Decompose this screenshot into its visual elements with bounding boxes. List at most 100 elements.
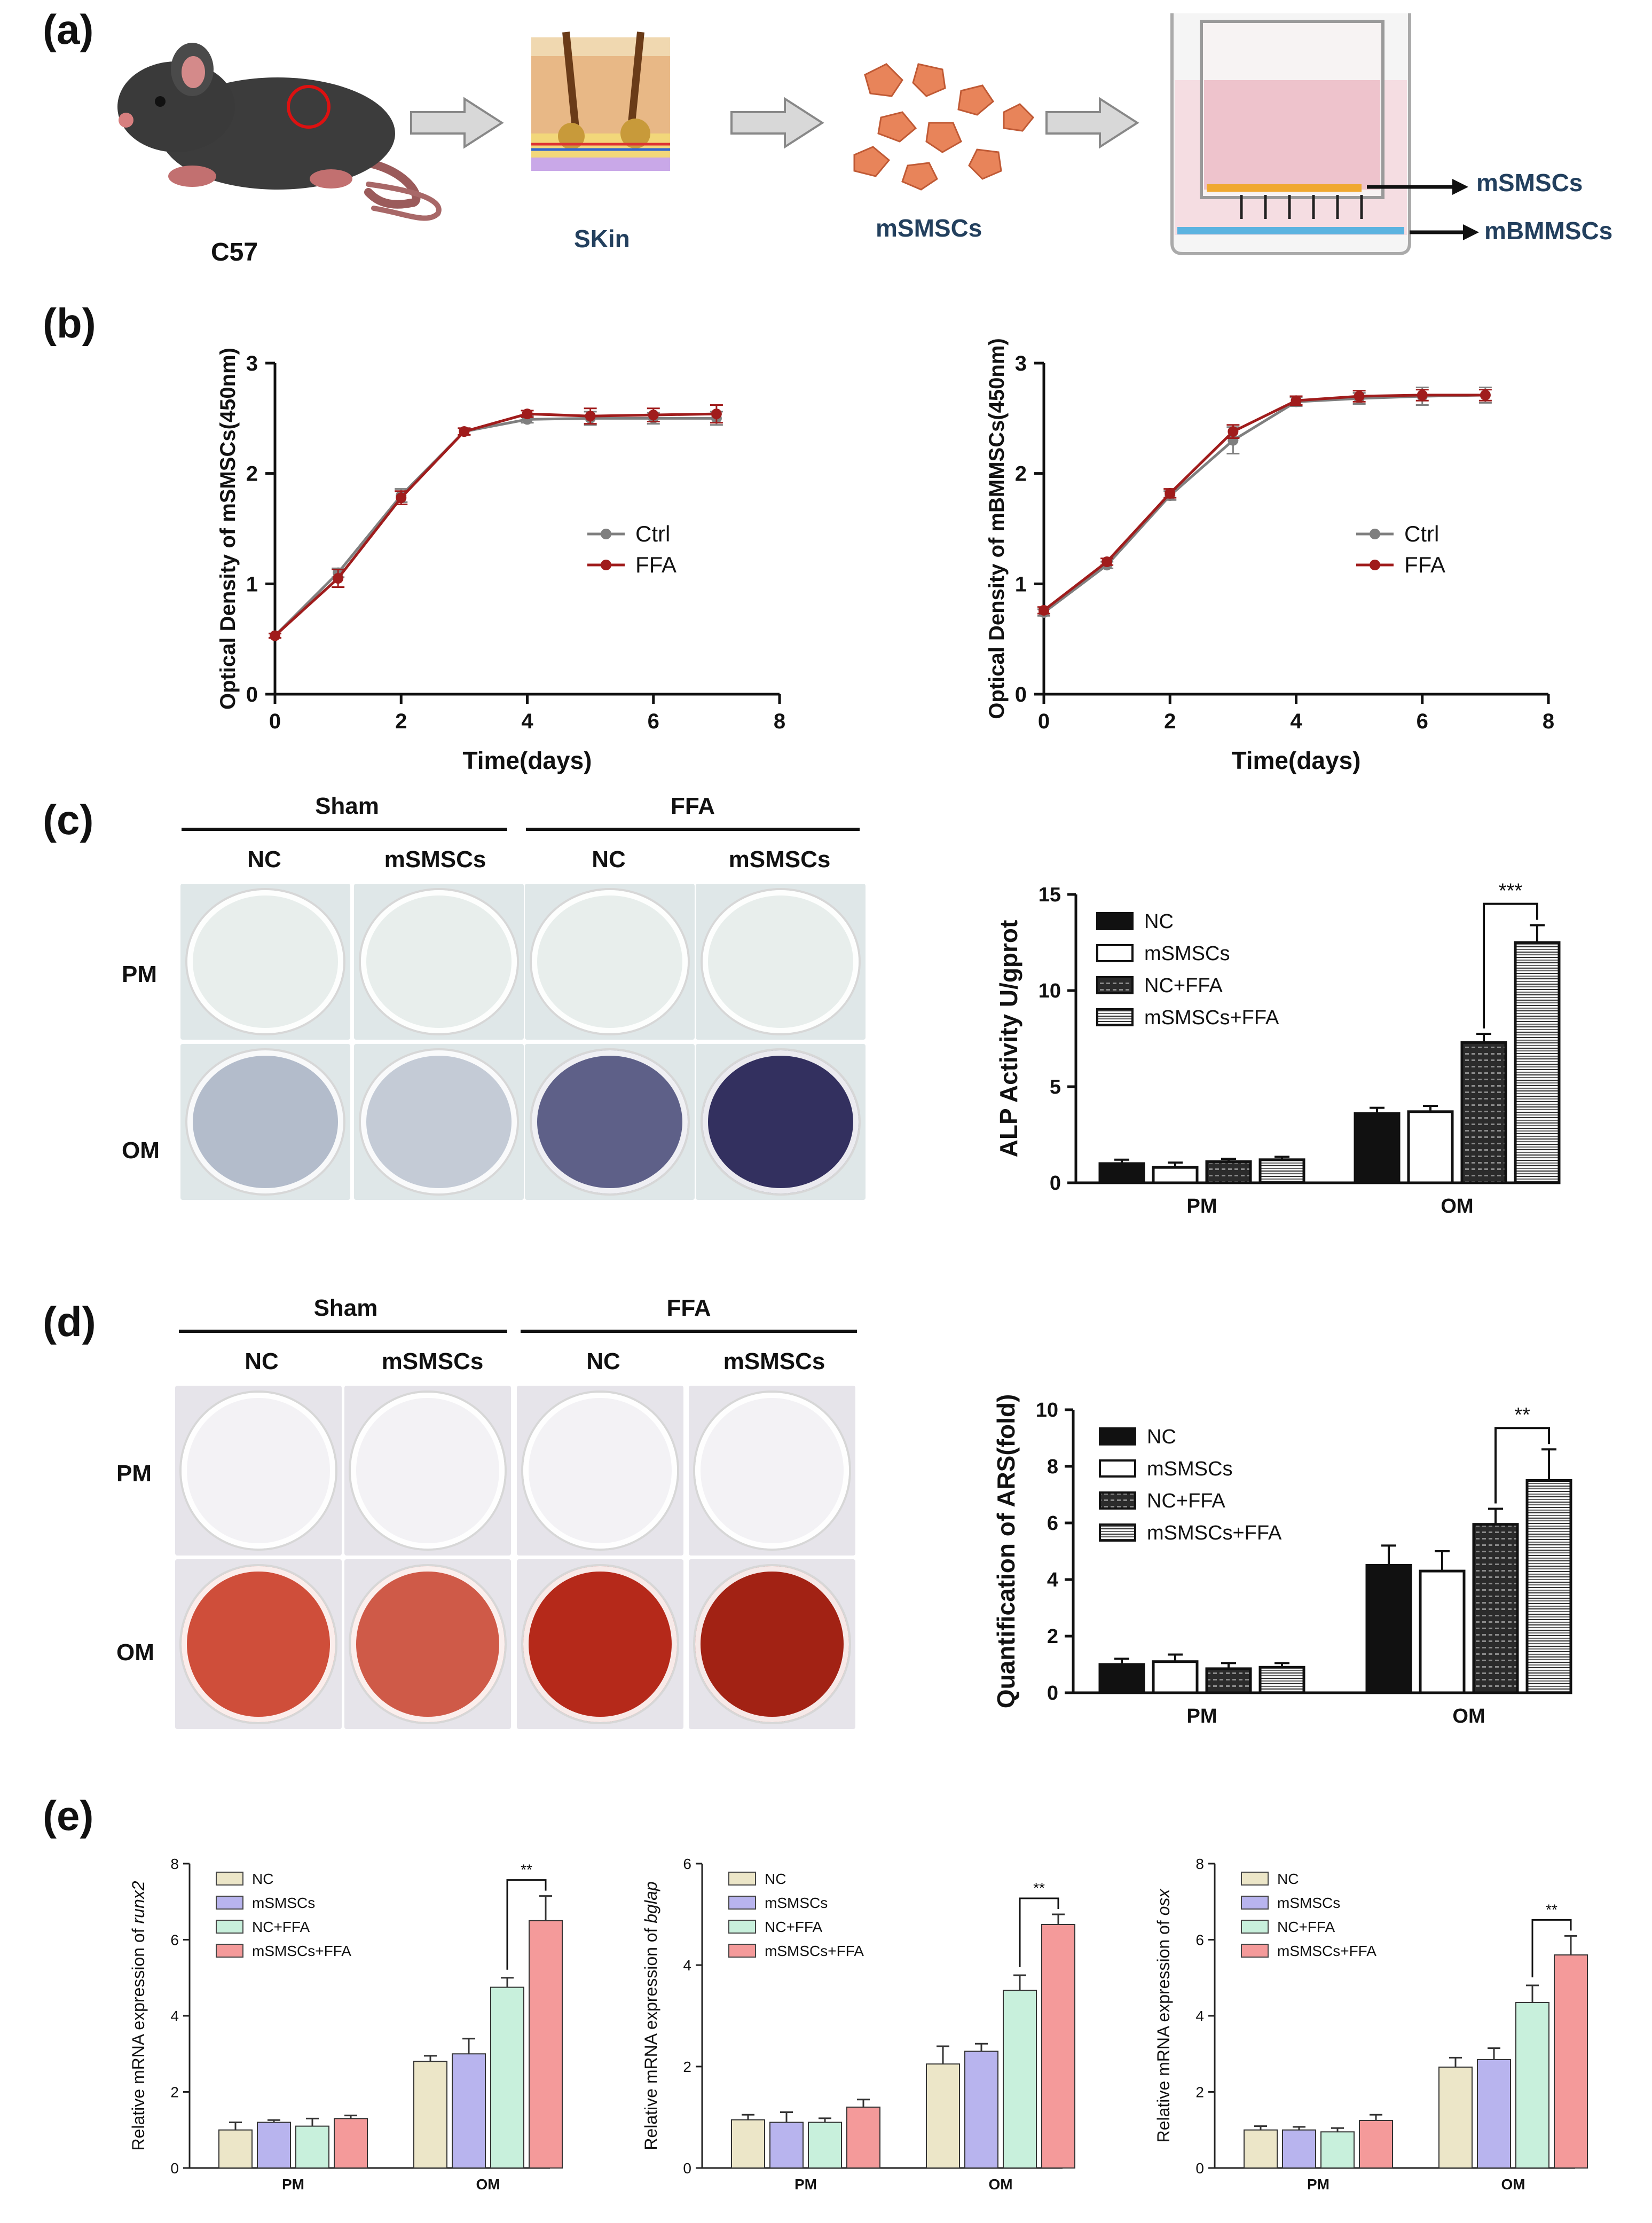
bar-nc-om [1354, 1112, 1401, 1184]
alp-row-pm: PM [122, 961, 157, 987]
stain-well-om-1 [180, 1044, 350, 1200]
y-tick-label: 0 [1050, 1172, 1061, 1195]
series-line-ctrl [274, 417, 717, 637]
y-axis-label: Optical Density of mBMMSCs(450nm) [985, 338, 1009, 719]
bar-nc-ffa-om [1515, 2002, 1549, 2169]
bar-nc-pm [1098, 1162, 1145, 1184]
legend-swatch [728, 1896, 756, 1910]
category-label-om: OM [1452, 1705, 1485, 1727]
ars-group-sham: Sham [313, 1295, 378, 1321]
ars-ffa-divider [521, 1330, 857, 1333]
alp-ffa-divider [526, 828, 860, 831]
x-tick-label: 4 [521, 710, 533, 733]
ars-col-nc-sham: NC [245, 1348, 279, 1374]
stain-well-pm-4 [689, 1386, 855, 1556]
category-label-om: OM [988, 2176, 1012, 2193]
significance-label: *** [1499, 880, 1523, 902]
y-tick-label: 3 [246, 352, 258, 375]
stain-well-pm-2 [354, 884, 524, 1040]
panel-label-e: (e) [43, 1792, 94, 1839]
stain-well-om-2 [354, 1044, 524, 1200]
data-point-ffa [1291, 395, 1302, 406]
legend-swatch [1096, 976, 1134, 994]
series-line-ctrl [1043, 394, 1485, 614]
stain-well-pm-1 [175, 1386, 342, 1556]
category-label-pm: PM [282, 2176, 304, 2193]
y-tick-label: 3 [1015, 352, 1027, 375]
stain-well-pm-4 [696, 884, 866, 1040]
bar-msmscs-ffa-om [1514, 941, 1561, 1184]
bar-nc-ffa-pm [1205, 1667, 1252, 1694]
legend-swatch [728, 1944, 756, 1958]
bar-msmscs-om [964, 2051, 998, 2169]
y-tick-label: 6 [1047, 1512, 1058, 1535]
bar-nc-pm [218, 2129, 253, 2169]
legend-label: FFA [635, 552, 676, 577]
bar-msmscs-pm [1152, 1660, 1199, 1694]
y-tick-label: 0 [170, 2160, 179, 2177]
legend-label: mSMSCs+FFA [1144, 1007, 1279, 1029]
legend-swatch [1096, 1008, 1134, 1026]
stain-well-om-3 [517, 1559, 683, 1729]
y-tick-label: 0 [683, 2160, 691, 2177]
legend-label: mSMSCs [1147, 1458, 1232, 1480]
legend-label: mSMSCs [1277, 1895, 1340, 1911]
x-tick-label: 2 [395, 710, 407, 733]
alp-col-nc-sham: NC [247, 846, 281, 873]
bar-msmscs-pm [769, 2122, 804, 2169]
culture-dish [187, 1050, 344, 1194]
y-tick-label: 0 [1015, 683, 1027, 706]
bar-nc-om [413, 2061, 447, 2169]
legend-swatch [728, 1872, 756, 1886]
data-point-ffa [270, 630, 280, 641]
legend-swatch [216, 1872, 243, 1886]
legend-label: mSMSCs [252, 1895, 315, 1911]
culture-dish [182, 1566, 335, 1723]
data-point-ffa [1228, 426, 1239, 437]
y-tick-label: 6 [1195, 1932, 1204, 1949]
panel-label-d: (d) [43, 1298, 96, 1345]
legend-label: NC+FFA [1147, 1490, 1225, 1512]
skin-label: SKin [574, 225, 630, 253]
bar-msmscs-ffa-pm [1359, 2119, 1393, 2169]
legend-label: NC+FFA [252, 1919, 310, 1935]
y-tick-label: 1 [1015, 572, 1027, 596]
legend-label: FFA [1404, 552, 1445, 577]
x-axis-label: Time(days) [462, 747, 592, 774]
culture-dish [695, 1566, 849, 1723]
ars-col-nc-ffa: NC [586, 1348, 620, 1374]
data-point-ffa [585, 411, 596, 422]
y-axis-label: Relative mRNA expression of bglap [641, 1881, 660, 2150]
category-label-pm: PM [1187, 1195, 1217, 1217]
data-point-ffa [333, 573, 344, 584]
alp-col-msmscs-ffa: mSMSCs [728, 846, 831, 873]
culture-dish [523, 1566, 677, 1723]
ars-col-msmscs-ffa: mSMSCs [723, 1348, 825, 1374]
y-tick-label: 8 [1195, 1856, 1204, 1872]
legend-swatch [216, 1896, 243, 1910]
data-point-ffa [459, 426, 470, 437]
series-line-ffa [274, 412, 717, 637]
y-tick-label: 15 [1039, 884, 1061, 906]
cells-icon [853, 63, 1035, 191]
y-tick-label: 6 [170, 1932, 179, 1949]
x-tick-label: 6 [648, 710, 659, 733]
ars-sham-divider [179, 1330, 507, 1333]
legend-label: mSMSCs+FFA [765, 1943, 864, 1959]
y-tick-label: 6 [683, 1856, 691, 1872]
significance-bracket [1483, 902, 1538, 1028]
x-tick-label: 0 [269, 710, 281, 733]
y-tick-label: 1 [246, 572, 258, 596]
x-tick-label: 8 [1543, 710, 1554, 733]
ars-quantification-chart: 0 2 4 6 8 10 Quantification of ARS(fold) PM OM **… [992, 1394, 1572, 1727]
stain-well-om-1 [175, 1559, 342, 1729]
culture-dish [523, 1392, 677, 1549]
x-tick-label: 4 [1290, 710, 1302, 733]
category-label-om: OM [1501, 2176, 1525, 2193]
panel-label-b: (b) [43, 300, 96, 347]
legend-label: NC [765, 1871, 786, 1887]
bar-msmscs-ffa-pm [846, 2107, 880, 2169]
legend-swatch [1099, 1491, 1136, 1510]
significance-bracket [1019, 1897, 1059, 1967]
transwell-icon [1170, 13, 1479, 255]
